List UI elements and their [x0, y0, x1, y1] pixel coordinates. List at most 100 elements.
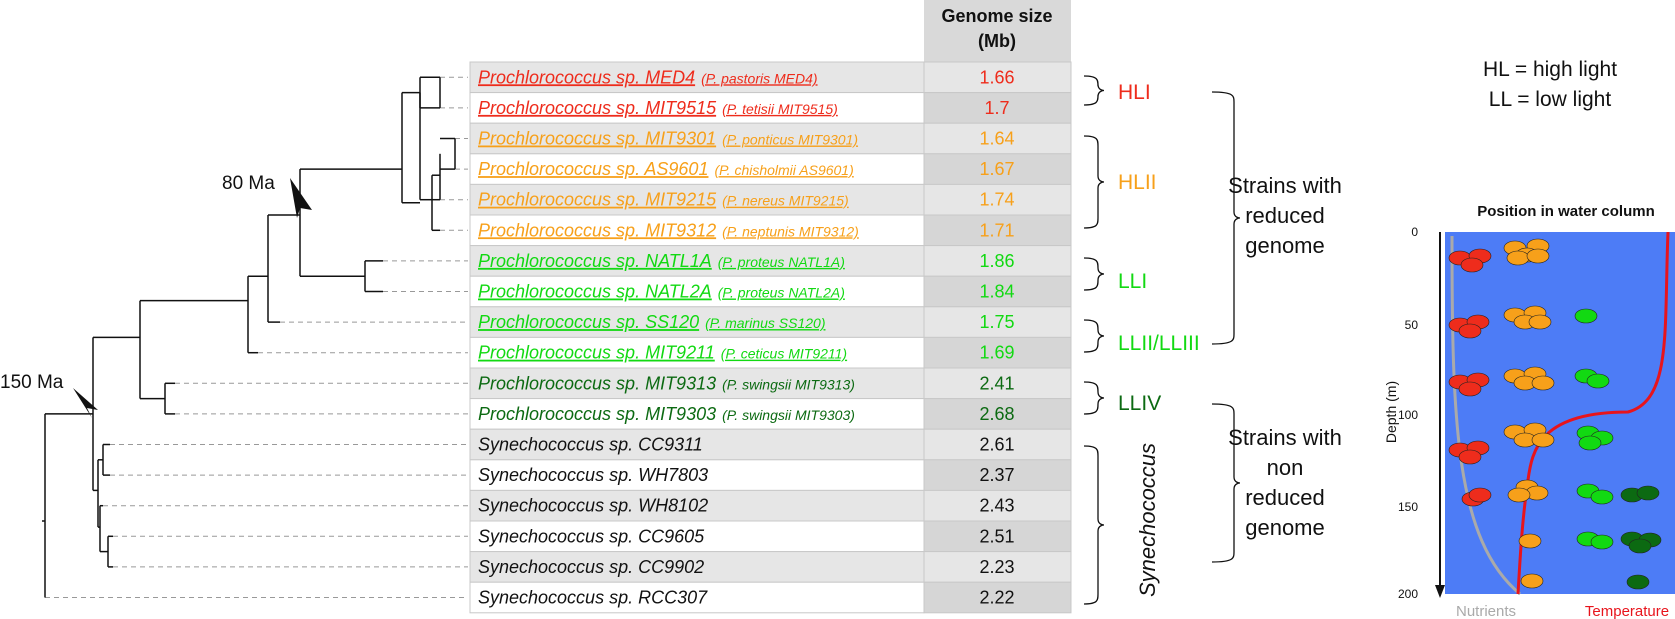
- strain-alt-name: (P. nereus MIT9215): [722, 193, 849, 209]
- depth-tick-200: 200: [1398, 587, 1418, 601]
- genome-size-value: 2.23: [979, 557, 1014, 577]
- genome-size-value: 2.41: [979, 373, 1014, 393]
- nutrients-label: Nutrients: [1456, 603, 1516, 619]
- size-cell-bg: [923, 214, 1072, 247]
- cell-icon: [1520, 573, 1544, 589]
- bracket-llii: [1083, 319, 1105, 353]
- phylogenetic-tree: [42, 76, 468, 598]
- genome-size-value: 1.69: [979, 343, 1014, 363]
- cell-icon: [1626, 574, 1650, 590]
- nutrients-curve: [1450, 235, 1521, 596]
- clade-brackets: [1083, 75, 1241, 605]
- depth-tick-0: 0: [1411, 225, 1418, 239]
- strain-row-bg: [469, 428, 925, 461]
- strain-name[interactable]: Prochlorococcus sp. MIT9515 (P. tetisii M…: [478, 98, 838, 118]
- size-cell-bg: [923, 61, 1072, 94]
- strain-name: Prochlorococcus sp. MIT9313 (P. swingsii …: [478, 373, 855, 393]
- strain-alt-name: (P. tetisii MIT9515): [722, 101, 838, 117]
- cell-icon: [1506, 250, 1530, 266]
- strain-row-bg: [469, 61, 925, 94]
- cell-icon: [1586, 373, 1610, 389]
- strain-row-bg: [469, 581, 925, 614]
- node-arrow-150ma: [73, 388, 98, 418]
- temperature-curve: [1516, 231, 1670, 595]
- strain-alt-name: (P. ponticus MIT9301): [722, 132, 858, 148]
- bracket-nonreduced: [1211, 403, 1241, 563]
- cell-icon: [1590, 489, 1614, 505]
- cell-icon: [1574, 308, 1598, 324]
- cell-icon: [1528, 314, 1552, 330]
- size-cell-bg: [923, 489, 1072, 522]
- genome-size-value: 1.86: [979, 251, 1014, 271]
- node-arrow-80ma: [290, 178, 312, 218]
- temperature-label: Temperature: [1585, 603, 1669, 619]
- strain-alt-name: (P. neptunis MIT9312): [722, 223, 859, 239]
- strain-name[interactable]: Prochlorococcus sp. MIT9211 (P. ceticus M…: [478, 343, 847, 363]
- size-cell-bg: [923, 153, 1072, 185]
- cell-icon: [1531, 432, 1555, 448]
- cell-icon: [1518, 533, 1542, 549]
- strain-row-bg: [469, 92, 925, 124]
- genome-size-value: 2.37: [979, 465, 1014, 485]
- bracket-lliv: [1083, 381, 1105, 415]
- nonreduced-line2: non: [1267, 455, 1304, 480]
- cell-icons: [1448, 238, 1662, 590]
- genome-size-value: 1.66: [979, 67, 1014, 87]
- clade-label-synechococcus: Synechococcus: [1135, 443, 1160, 597]
- strain-row-bg: [469, 183, 925, 216]
- genome-size-value: 1.67: [979, 159, 1014, 179]
- size-cell-bg: [923, 306, 1072, 338]
- size-cell-bg: [923, 581, 1072, 614]
- cell-icon: [1628, 538, 1652, 554]
- strain-name[interactable]: Prochlorococcus sp. NATL1A (P. proteus NA…: [478, 251, 845, 271]
- strain-alt-name: (P. pastoris MED4): [701, 70, 817, 86]
- strain-alt-name: (P. swingsii MIT9313): [722, 376, 855, 392]
- strain-name: Synechococcus sp. WH7803: [478, 465, 708, 485]
- cell-icon: [1468, 487, 1492, 503]
- strain-name[interactable]: Prochlorococcus sp. SS120 (P. marinus SS1…: [478, 312, 825, 332]
- strain-alt-name: (P. swingsii MIT9303): [722, 407, 855, 423]
- strain-name[interactable]: Prochlorococcus sp. MED4 (P. pastoris MED…: [478, 67, 818, 87]
- cell-icon: [1507, 487, 1531, 503]
- node-label-80ma: 80 Ma: [222, 173, 275, 194]
- cell-icon: [1458, 449, 1482, 465]
- strain-name[interactable]: Prochlorococcus sp. NATL2A (P. proteus NA…: [478, 282, 845, 302]
- strain-alt-name: (P. chisholmii AS9601): [714, 162, 853, 178]
- reduced-line2: reduced: [1245, 203, 1325, 228]
- water-column-title: Position in water column: [1477, 203, 1655, 220]
- strain-name: Prochlorococcus sp. MIT9303 (P. swingsii …: [478, 404, 855, 424]
- reduced-line1: Strains with: [1228, 173, 1342, 198]
- cell-icon: [1526, 248, 1550, 264]
- strain-table: Prochlorococcus sp. MED4 (P. pastoris MED…: [469, 61, 1072, 614]
- size-cell-bg: [923, 367, 1072, 400]
- clade-label-lli: LLI: [1118, 270, 1147, 293]
- genome-size-header-line1: Genome size: [941, 6, 1052, 26]
- node-label-150ma: 150 Ma: [0, 372, 64, 393]
- strain-name[interactable]: Prochlorococcus sp. MIT9312 (P. neptunis …: [478, 220, 859, 240]
- strain-row-bg: [469, 398, 925, 430]
- strain-name: Synechococcus sp. RCC307: [478, 588, 708, 608]
- genome-size-value: 2.51: [979, 526, 1014, 546]
- strain-alt-name: (P. ceticus MIT9211): [721, 346, 847, 362]
- cell-icon: [1636, 485, 1660, 501]
- legend-hl: HL = high light: [1483, 58, 1617, 81]
- genome-size-value: 1.74: [979, 190, 1014, 210]
- cell-icon: [1460, 257, 1484, 273]
- cell-icon: [1531, 375, 1555, 391]
- strain-name[interactable]: Prochlorococcus sp. MIT9301 (P. ponticus …: [478, 129, 858, 149]
- strain-alt-name: (P. marinus SS120): [705, 315, 825, 331]
- strain-row-bg: [469, 306, 925, 338]
- size-cell-bg: [923, 459, 1072, 491]
- strain-name[interactable]: Prochlorococcus sp. MIT9215 (P. nereus MI…: [478, 190, 849, 210]
- strain-name: Synechococcus sp. CC9902: [478, 557, 704, 577]
- bracket-hli: [1083, 75, 1105, 106]
- depth-axis-label: Depth (m): [1383, 381, 1399, 443]
- legend-ll: LL = low light: [1489, 88, 1612, 111]
- reduced-line3: genome: [1245, 233, 1325, 258]
- clade-label-hli: HLI: [1118, 81, 1151, 104]
- depth-ticks: 0 50 100 150 200: [1398, 225, 1418, 601]
- strain-row-bg: [469, 520, 925, 553]
- nonreduced-line1: Strains with: [1228, 425, 1342, 450]
- strain-name[interactable]: Prochlorococcus sp. AS9601 (P. chisholmii…: [478, 159, 854, 179]
